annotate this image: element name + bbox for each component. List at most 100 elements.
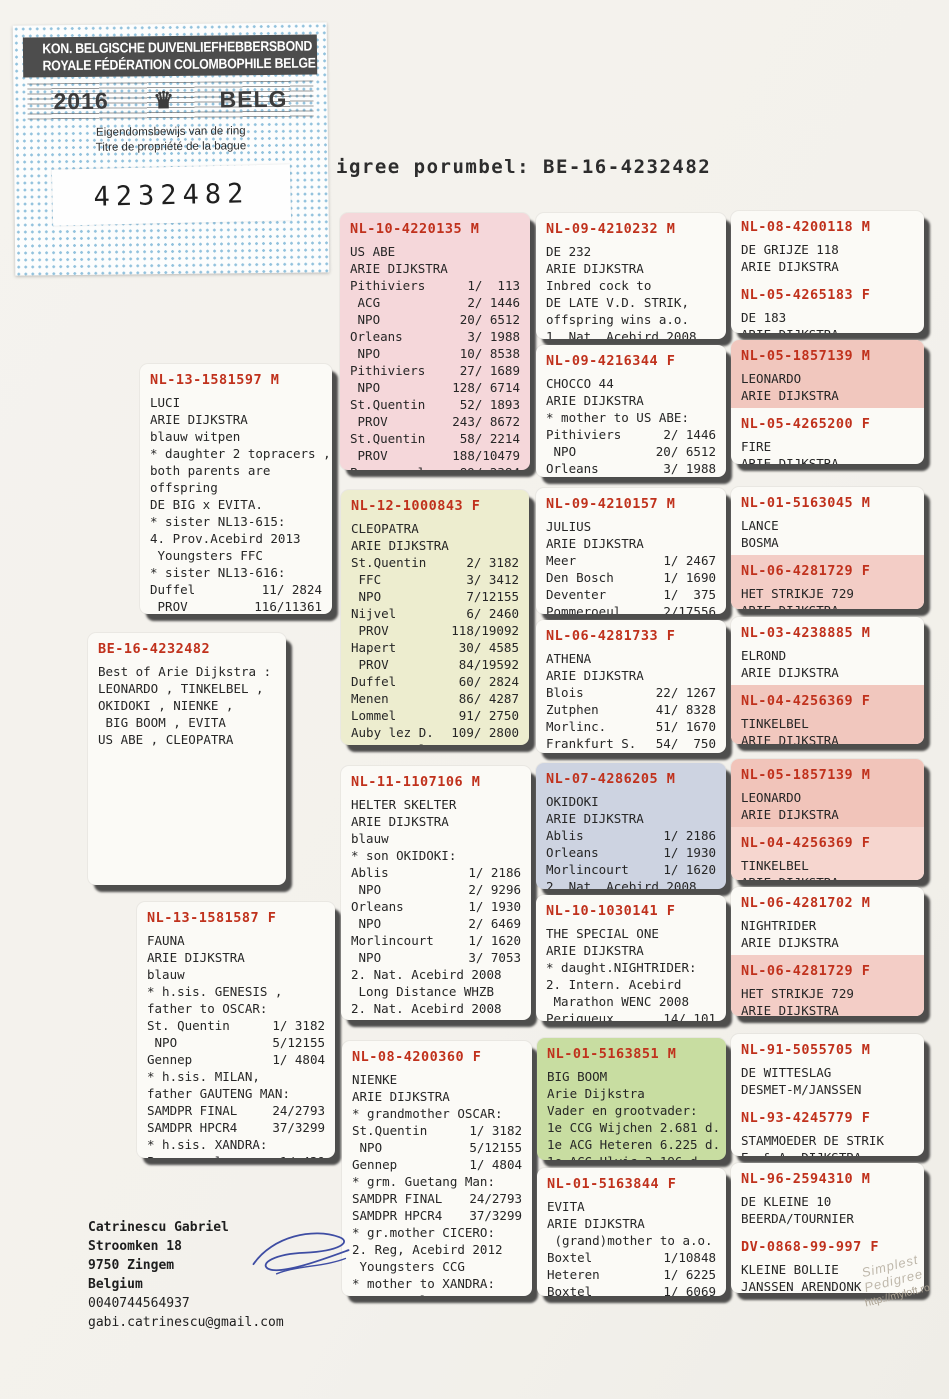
- pedigree-card-cleopatra: NL-12-1000843 F CLEOPATRA ARIE DIJKSTRA St.…: [341, 490, 529, 745]
- card-line: NPO 2/ 6469: [351, 916, 521, 931]
- pedigree-card-julius: NL-09-4210157 M JULIUS ARIE DIJKSTRA Meer 1/…: [536, 488, 726, 614]
- card-line: Arie Dijkstra: [547, 1086, 645, 1101]
- card-line: DE KLEINE 10: [741, 1194, 832, 1209]
- card-line: SAMDPR FINAL 24/2793: [352, 1191, 522, 1206]
- pedigree-card-athena: NL-06-4281733 F ATHENA ARIE DIJKSTRA Blois 2…: [536, 620, 726, 753]
- pedigree-card-elrond-tinkelbel: NL-03-4238885 M ELROND ARIE DIJKSTRA NL-04-…: [731, 617, 924, 744]
- card-line: 2. Intern. Acebird: [546, 977, 682, 992]
- card-line: DE LATE V.D. STRIK,: [546, 295, 689, 310]
- card-line: KLEINE BOLLIE: [741, 1262, 839, 1277]
- card-line: LEONARDO , TINKELBEL ,: [98, 681, 264, 696]
- pedigree-section: NL-09-4216344 F CHOCCO 44 ARIE DIJKSTRA * m…: [536, 345, 726, 477]
- card-line: LEONARDO: [741, 790, 802, 805]
- pedigree-card-leonardo-tinkelbel: NL-05-1857139 M LEONARDO ARIE DIJKSTRA NL-0…: [731, 759, 924, 880]
- card-line: BIG BOOM , EVITA: [98, 715, 226, 730]
- ring-number: NL-09-4216344 F: [546, 353, 676, 369]
- ring-number: NL-09-4210232 M: [546, 221, 676, 237]
- pedigree-section: BE-16-4232482 Best of Arie Dijkstra : LEON…: [88, 633, 286, 752]
- owner-name: Catrinescu Gabriel: [88, 1220, 229, 1235]
- card-line: BOSMA: [741, 535, 779, 550]
- card-line: blauw witpen: [150, 429, 241, 444]
- ring-number: NL-04-4256369 F: [741, 835, 871, 851]
- owner-country: Belgium: [88, 1277, 143, 1292]
- ring-number: NL-08-4200360 F: [352, 1049, 482, 1065]
- card-line: Menen 86/ 4287: [351, 691, 519, 706]
- pedigree-section: NL-07-4286205 M OKIDOKI ARIE DIJKSTRA Ablis…: [536, 763, 726, 889]
- card-line: Orleans 1/ 1930: [546, 845, 716, 860]
- card-line: Duffel 11/ 2824: [150, 582, 322, 597]
- ring-number: NL-07-4286205 M: [546, 771, 676, 787]
- ring-number: NL-10-1030141 F: [546, 903, 676, 919]
- card-line: both parents are: [150, 463, 271, 478]
- card-line: * gr.mother CICERO:: [352, 1225, 495, 1240]
- card-line: TINKELBEL: [741, 716, 809, 731]
- card-line: ARIE DIJKSTRA: [147, 950, 245, 965]
- pedigree-card-leonardo-fire: NL-05-1857139 M LEONARDO ARIE DIJKSTRA NL-0…: [731, 340, 924, 464]
- card-line: ARIE DIJKSTRA: [741, 733, 839, 744]
- card-line: CLEOPATRA: [351, 521, 419, 536]
- card-line: Orleans 3/ 1988: [350, 329, 520, 344]
- card-line: ARIE DIJKSTRA: [350, 261, 448, 276]
- card-line: 2. Nat. Acebird 2008: [351, 967, 502, 982]
- card-line: * daughter 2 topracers ,: [150, 446, 331, 461]
- card-line: Youngsters CCG: [352, 1259, 465, 1274]
- card-line: * sister NL13-615:: [150, 514, 286, 529]
- card-line: DE 232: [546, 244, 592, 259]
- card-line: Long Distance WHZB: [351, 984, 494, 999]
- card-line: ARIE DIJKSTRA: [547, 1216, 645, 1231]
- card-line: CHOCCO 44: [546, 376, 614, 391]
- card-line: SAMDPR HPCR4 37/3299: [352, 1208, 522, 1223]
- pedigree-card-fauna: NL-13-1581587 F FAUNA ARIE DIJKSTRA blauw * …: [137, 902, 335, 1158]
- card-line: EVITA: [547, 1199, 585, 1214]
- pedigree-card-lance-strikje: NL-01-5163045 M LANCE BOSMA NL-06-4281729 F…: [731, 487, 924, 609]
- card-line: ELROND: [741, 648, 787, 663]
- pedigree-section: NL-13-1581587 F FAUNA ARIE DIJKSTRA blauw * …: [137, 902, 335, 1158]
- card-line: NPO 10/ 8538: [350, 346, 520, 361]
- stamp-year-row: 2016 ♛ BELG: [27, 80, 314, 120]
- ring-number: NL-01-5163045 M: [741, 495, 871, 511]
- pedigree-section: NL-05-4265183 F DE 183ARIE DIJKSTRA: [731, 279, 924, 333]
- card-line: NPO 7/12155: [351, 589, 519, 604]
- card-line: US ABE , CLEOPATRA: [98, 732, 234, 747]
- ring-number: BE-16-4232482: [98, 641, 211, 657]
- pedigree-card-nightrider-strikje: NL-06-4281702 M NIGHTRIDER ARIE DIJKSTRA NL…: [731, 887, 924, 1016]
- card-line: Pommeroeul89/ 2384: [350, 464, 520, 470]
- pedigree-section: NL-10-1030141 F THE SPECIAL ONE ARIE DIJKS…: [536, 895, 726, 1021]
- owner-phone: 0040744564937: [88, 1296, 190, 1311]
- card-line: Orleans 3/ 1988: [546, 461, 716, 476]
- card-line: SAMDPR FINAL 24/2793: [147, 1103, 325, 1118]
- pedigree-section: NL-91-5055705 M DE WITTESLAG DESMET-M/JANS…: [731, 1034, 924, 1102]
- card-line: Best of Arie Dijkstra :: [98, 664, 272, 679]
- card-line: ARIE DIJKSTRA: [741, 1003, 839, 1016]
- pedigree-section: NL-05-1857139 M LEONARDO ARIE DIJKSTRA: [731, 340, 924, 408]
- card-line: JANSSEN ARENDONK: [741, 1279, 862, 1293]
- card-line: Pithiviers 2/ 1446: [546, 427, 716, 442]
- card-line: DE BIG x EVITA.: [150, 497, 263, 512]
- ring-number: NL-12-1000843 F: [351, 498, 481, 514]
- card-line: Boxtel 1/ 6069: [547, 1284, 716, 1296]
- card-line: (grand)mother to a.o.: [547, 1233, 713, 1248]
- ring-number-value: 4232482: [93, 177, 250, 213]
- pedigree-section: NL-01-5163844 F EVITA ARIE DIJKSTRA (grand…: [537, 1168, 726, 1296]
- card-line: NIGHTRIDER: [741, 918, 817, 933]
- card-line: ARIE DIJKSTRA: [546, 536, 644, 551]
- ring-number: DV-0868-99-997 F: [741, 1239, 880, 1255]
- pedigree-section: NL-08-4200360 F NIENKE ARIE DIJKSTRA * gran…: [342, 1041, 532, 1296]
- pedigree-section: NL-05-1857139 M LEONARDO ARIE DIJKSTRA: [731, 759, 924, 827]
- card-line: BEERDA/TOURNIER: [741, 1211, 854, 1226]
- pedigree-section: NL-11-1107106 M HELTER SKELTER ARIE DIJKST…: [341, 766, 531, 1020]
- card-line: PROV 118/19092: [351, 623, 519, 638]
- ring-number: NL-06-4281733 F: [546, 628, 676, 644]
- crown-icon: ♛: [153, 86, 176, 113]
- card-line: Meer 1/ 2467: [546, 553, 716, 568]
- card-line: St.Quentin 58/ 2214: [350, 431, 520, 446]
- card-line: Lommel 91/ 2750: [351, 708, 519, 723]
- card-line: ARIE DIJKSTRA: [546, 668, 644, 683]
- ring-ownership-stamp: KON. BELGISCHE DUIVENLIEFHEBBERSBOND ROY…: [12, 22, 330, 276]
- card-line: OKIDOKI: [546, 794, 599, 809]
- pedigree-section: NL-05-4265200 F FIRE ARIE DIJKSTRA: [731, 408, 924, 464]
- card-line: Frankfurt S. 54/ 750: [546, 736, 716, 751]
